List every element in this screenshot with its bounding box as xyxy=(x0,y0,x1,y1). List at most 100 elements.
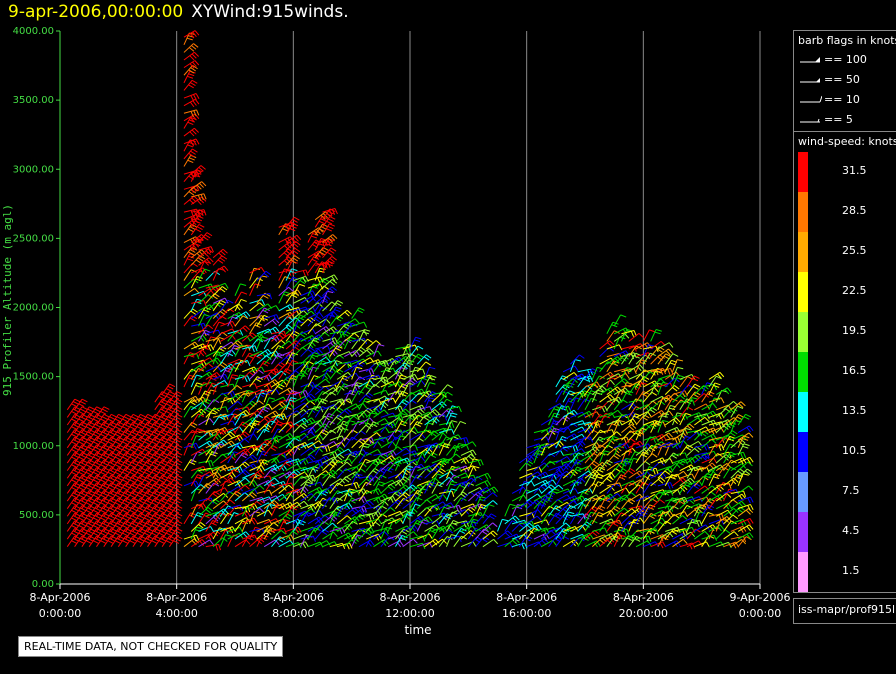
wind-barb-flag xyxy=(138,499,145,504)
wind-barb-flag xyxy=(132,413,139,418)
wind-barb-staff xyxy=(256,525,269,532)
wind-barb-staff xyxy=(66,505,76,517)
wind-barb-staff xyxy=(577,455,589,464)
wind-barb-flag xyxy=(138,416,145,420)
wind-barb-flag xyxy=(455,453,461,459)
wind-barb-flag xyxy=(356,414,360,420)
wind-barb-flag xyxy=(87,537,94,542)
wind-barb-staff xyxy=(110,512,119,525)
wind-barb-flag xyxy=(158,532,165,537)
wind-barb-flag xyxy=(210,246,214,253)
wind-barb-staff xyxy=(555,522,567,532)
wind-barb-staff xyxy=(161,398,170,411)
wind-barb-flag xyxy=(222,414,226,421)
wind-barb-flag xyxy=(288,324,294,330)
wind-barb-staff xyxy=(198,257,210,266)
wind-barb-flag xyxy=(605,461,612,466)
wind-barb-flag xyxy=(173,410,180,415)
wind-barb-staff xyxy=(373,513,383,525)
wind-barb-flag xyxy=(131,507,138,512)
wind-barb-staff xyxy=(74,398,83,411)
wind-barb-flag xyxy=(291,507,298,511)
wind-barb-flag xyxy=(223,380,229,386)
wind-barb-flag xyxy=(267,509,273,516)
wind-barb-flag xyxy=(326,540,331,546)
wind-barb-flag xyxy=(234,492,240,497)
wind-barb-flag xyxy=(74,505,81,509)
wind-barb-flag xyxy=(472,441,477,447)
wind-barb-flag xyxy=(109,446,116,451)
wind-barb-staff xyxy=(446,535,460,540)
wind-barb-staff xyxy=(468,512,481,517)
wind-barb-staff xyxy=(387,405,401,411)
wind-barb-flag xyxy=(365,394,372,399)
wind-barb-staff xyxy=(191,322,205,327)
wind-barb-staff xyxy=(154,414,163,426)
wind-barb-flag xyxy=(118,527,125,532)
wind-barb-flag xyxy=(96,436,103,441)
wind-barb-staff xyxy=(212,508,225,517)
wind-barb-flag xyxy=(80,431,86,436)
wind-barb-flag xyxy=(94,416,101,420)
wind-barb-staff xyxy=(154,528,163,540)
wind-barb-staff xyxy=(431,443,439,456)
wind-barb-flag xyxy=(190,67,196,72)
wind-barb-flag xyxy=(151,449,158,453)
wind-barb-staff xyxy=(205,372,218,380)
wind-barb-flag xyxy=(122,532,129,537)
wind-barb-staff xyxy=(183,422,193,433)
wind-barb-flag xyxy=(309,383,314,389)
wind-barb-flag xyxy=(327,290,334,294)
wind-barb-flag xyxy=(166,433,172,438)
wind-barb-flag xyxy=(323,457,329,463)
wind-barb-flag xyxy=(138,507,145,512)
wind-barb-staff xyxy=(81,459,90,471)
wind-barb-staff xyxy=(88,414,98,426)
wind-barb-flag xyxy=(581,411,586,418)
wind-barb-flag xyxy=(330,471,336,477)
wind-barb-flag xyxy=(302,370,308,376)
wind-barb-staff xyxy=(212,429,221,441)
wind-barb-flag xyxy=(375,506,379,513)
wind-barb-staff xyxy=(460,519,474,525)
wind-barb-flag xyxy=(440,527,445,533)
wind-barb-staff xyxy=(191,448,203,456)
wind-barb-flag xyxy=(574,433,579,439)
wind-barb-flag xyxy=(93,418,99,423)
wind-barb-flag xyxy=(365,397,372,402)
wind-barb-flag xyxy=(308,478,314,484)
wind-barb-flag xyxy=(337,300,344,304)
wind-barb-staff xyxy=(227,486,239,494)
wind-barb-flag xyxy=(331,256,337,261)
wind-barb-flag xyxy=(72,446,79,451)
wind-barb-staff xyxy=(300,512,308,525)
wind-barb-staff xyxy=(168,490,178,502)
wind-barb-flag xyxy=(138,515,145,519)
wind-barb-staff xyxy=(96,512,105,525)
wind-barb-staff xyxy=(460,525,474,532)
wind-barb-flag xyxy=(492,500,498,505)
wind-barb-staff xyxy=(533,519,547,525)
wind-barb-flag xyxy=(203,400,210,405)
wind-barb-flag xyxy=(192,100,197,106)
wind-barb-staff xyxy=(387,518,401,525)
wind-barb-flag xyxy=(71,449,78,453)
wind-barb-staff xyxy=(555,445,565,456)
wind-barb-staff xyxy=(591,420,598,433)
wind-barb-staff xyxy=(569,466,578,479)
wind-barb-flag xyxy=(102,431,108,436)
wind-barb-flag xyxy=(87,522,94,527)
wind-barb-staff xyxy=(285,469,297,479)
wind-barb-flag xyxy=(174,530,181,534)
wind-barb-flag xyxy=(125,489,132,494)
wind-barb-flag xyxy=(190,111,194,118)
wind-barb-staff xyxy=(424,391,433,403)
wind-barb-staff xyxy=(322,469,334,479)
wind-barb-flag xyxy=(144,426,150,430)
wind-barb-flag xyxy=(191,315,198,320)
wind-barb-staff xyxy=(387,360,395,373)
wind-barb-flag xyxy=(118,482,125,486)
wind-barb-staff xyxy=(183,352,197,358)
wind-barb-staff xyxy=(234,452,244,464)
wind-barb-flag xyxy=(481,530,488,535)
